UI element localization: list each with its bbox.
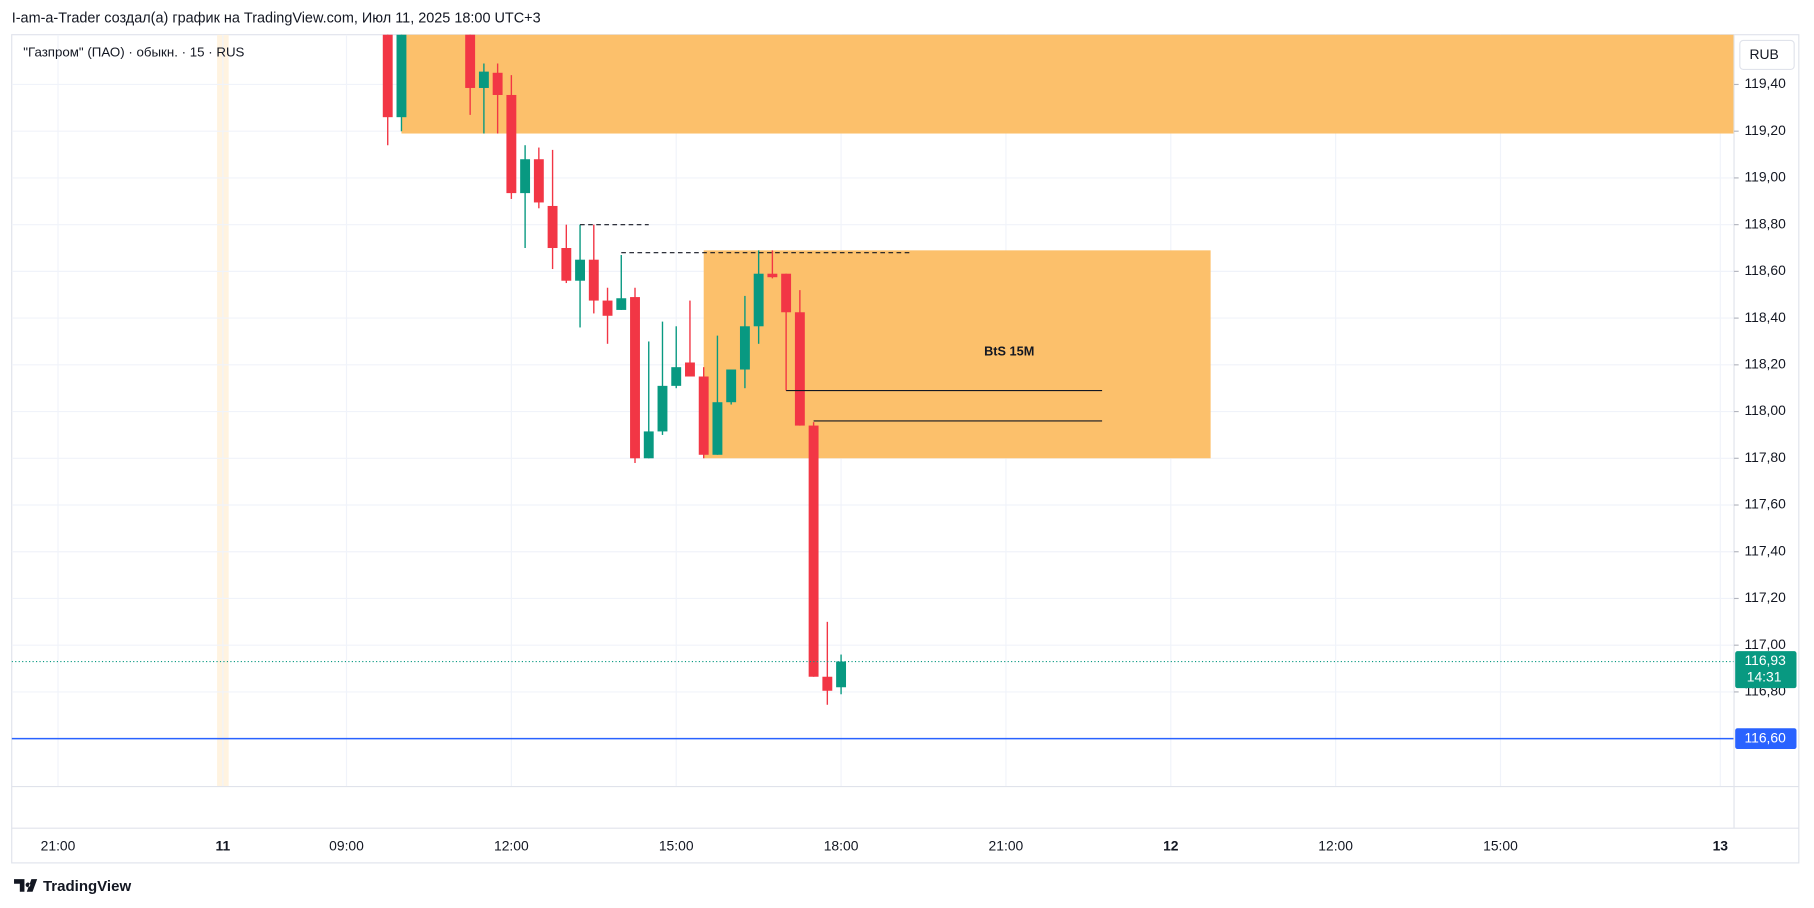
candle-body — [781, 273, 792, 313]
candle-body — [836, 661, 847, 688]
candle-body — [547, 205, 558, 249]
x-tick-label: 15:00 — [659, 837, 694, 853]
candle-body — [465, 34, 476, 88]
candle-body — [685, 362, 695, 377]
candle-body — [753, 273, 764, 327]
candle-body — [561, 248, 572, 281]
candle-body — [382, 34, 393, 118]
candle-body — [602, 300, 613, 316]
y-tick-label: 118,40 — [1744, 309, 1786, 325]
candle-body — [767, 273, 778, 278]
y-tick-label: 119,00 — [1744, 169, 1786, 185]
candle-body — [492, 72, 503, 95]
price-countdown: 14:31 — [1747, 668, 1782, 684]
pane: BtS 15M — [11, 34, 1735, 787]
x-tick-label: 12:00 — [1318, 837, 1353, 853]
brand-logo[interactable] — [14, 879, 38, 892]
price-label-box — [1735, 651, 1797, 689]
candle-body — [630, 297, 640, 459]
x-tick-label: 18:00 — [824, 837, 859, 853]
x-tick-label: 12:00 — [494, 837, 529, 853]
currency-button[interactable] — [1739, 39, 1795, 70]
candle-body — [588, 259, 599, 301]
y-tick-label: 117,80 — [1744, 449, 1786, 465]
zone — [401, 34, 1735, 134]
x-tick-label: 11 — [216, 837, 231, 853]
candle-body — [822, 676, 833, 691]
symbol-legend: "Газпром" (ПАО) · обыкн. · 15 · RUS — [23, 45, 244, 60]
candle-body — [575, 259, 586, 281]
candle-body — [671, 367, 682, 386]
candle-body — [506, 94, 517, 194]
attribution: I-am-a-Trader создал(а) график на Tradin… — [12, 10, 541, 26]
candle-body — [616, 298, 627, 310]
y-tick-label: 118,20 — [1744, 356, 1786, 372]
x-tick-label: 15:00 — [1483, 837, 1518, 853]
candle-body — [739, 326, 750, 370]
candle-body — [533, 159, 544, 203]
zone-label: BtS 15M — [984, 344, 1034, 359]
x-tick-label: 21:00 — [989, 837, 1024, 853]
x-tick-label: 09:00 — [329, 837, 364, 853]
y-tick-label: 117,40 — [1744, 542, 1786, 558]
candle-body — [657, 385, 668, 432]
y-tick-label: 118,60 — [1744, 262, 1786, 278]
brand-name[interactable]: TradingView — [43, 878, 131, 895]
y-tick-label: 118,80 — [1744, 215, 1786, 231]
y-tick-label: 117,00 — [1744, 636, 1786, 652]
candle-body — [520, 159, 531, 194]
x-tick-label: 12 — [1163, 837, 1179, 853]
y-tick-label: 117,20 — [1744, 589, 1786, 605]
currency-label[interactable]: RUB — [1749, 46, 1778, 62]
y-tick-label: 118,00 — [1744, 402, 1786, 418]
candle-body — [712, 402, 723, 455]
zone — [703, 250, 1211, 459]
candle-body — [643, 431, 654, 459]
axes: 21:00 11 09:00 12:00 15:00 18:00 21:00 12 12:00 1… — [41, 75, 1797, 853]
candle-body — [396, 34, 407, 118]
y-tick-label: 119,40 — [1744, 75, 1786, 91]
x-tick-label: 13 — [1713, 837, 1729, 853]
candle-body — [808, 425, 819, 677]
price-label-box — [1735, 728, 1797, 750]
x-tick-label: 21:00 — [41, 837, 76, 853]
candle-body — [478, 71, 489, 88]
candle-body — [794, 312, 805, 426]
y-tick-label: 117,60 — [1744, 496, 1786, 512]
price-label: 116,60 — [1744, 729, 1786, 745]
candle-body — [726, 369, 737, 403]
price-label: 116,93 — [1744, 652, 1786, 668]
candle-body — [698, 376, 709, 455]
y-tick-label: 119,20 — [1744, 122, 1786, 138]
